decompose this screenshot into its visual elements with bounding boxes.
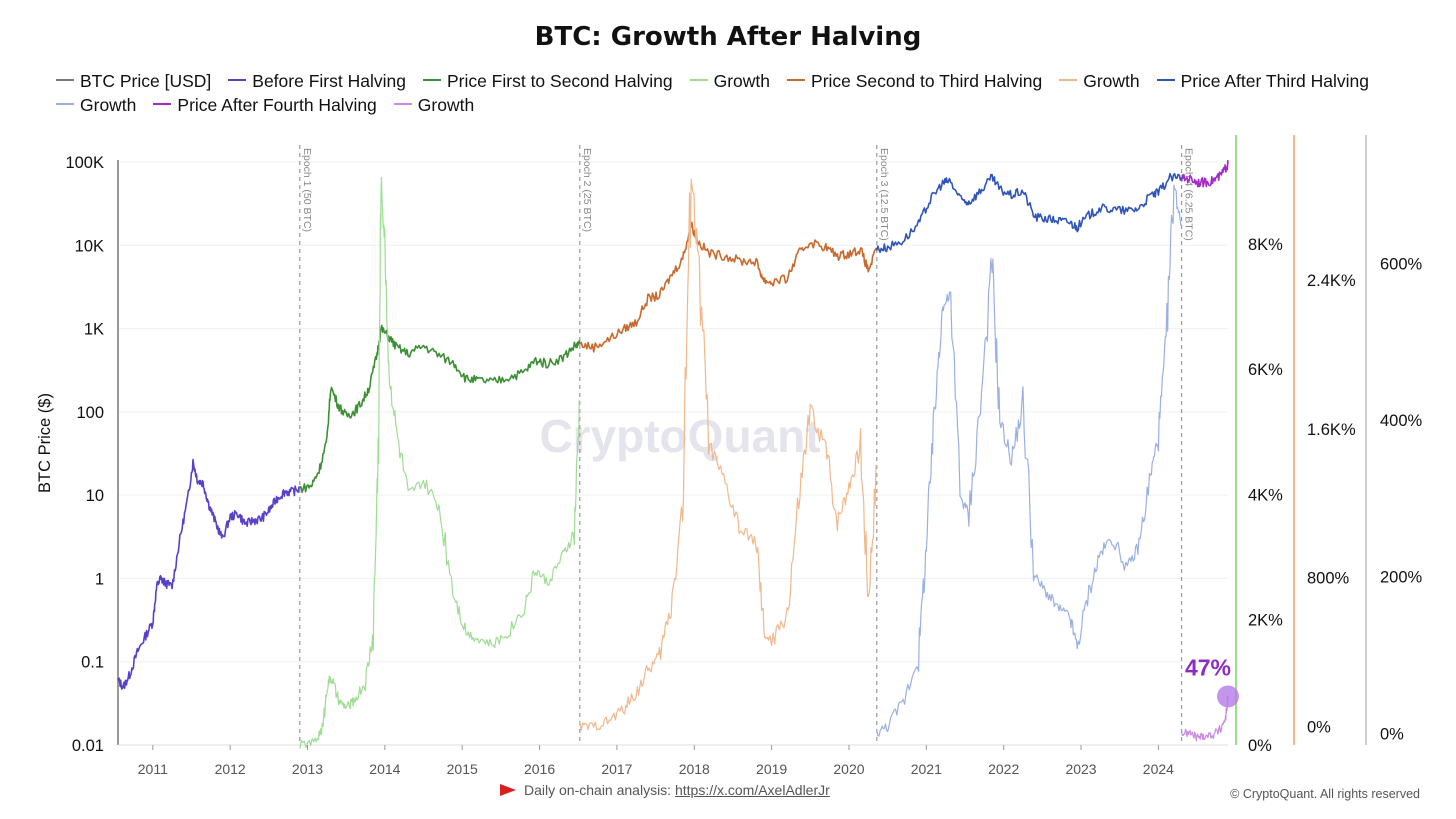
- x-tick-label: 2016: [524, 761, 555, 777]
- x-tick-label: 2024: [1143, 761, 1174, 777]
- series-line: [579, 221, 878, 353]
- y-tick-label: 1K: [84, 321, 104, 339]
- legend-swatch: [56, 102, 74, 105]
- legend-item[interactable]: Growth: [1059, 70, 1140, 94]
- legend-label: Price After Third Halving: [1180, 71, 1369, 91]
- y-tick-label: 10K: [75, 237, 104, 255]
- legend-label: Price First to Second Halving: [446, 71, 673, 91]
- growth-axis-tick-label: 4K%: [1248, 486, 1283, 504]
- growth-axis-tick-label: 0%: [1380, 725, 1404, 743]
- halving-label: Epoch 2 (25 BTC): [581, 148, 593, 232]
- copyright: © CryptoQuant. All rights reserved: [1230, 787, 1420, 801]
- growth-axis-tick-label: 0%: [1248, 737, 1272, 755]
- legend-item[interactable]: Growth: [393, 94, 475, 118]
- legend-item[interactable]: Before First Halving: [228, 70, 406, 94]
- footer: Daily on-chain analysis: https://x.com/A…: [500, 782, 830, 798]
- legend-swatch: [1156, 79, 1175, 82]
- legend-label: Growth: [1083, 71, 1140, 91]
- legend-swatch: [1059, 79, 1078, 82]
- legend-swatch: [689, 79, 708, 82]
- growth-axis-tick-label: 2K%: [1248, 612, 1283, 630]
- legend-item[interactable]: Price After Third Halving: [1156, 70, 1369, 94]
- watermark: CryptoQuant: [539, 410, 820, 462]
- y-tick-label: 0.01: [72, 737, 104, 755]
- series-line: [1181, 695, 1229, 742]
- legend-label: Growth: [417, 94, 475, 115]
- growth-axis-tick-label: 0%: [1307, 718, 1331, 736]
- legend-item[interactable]: Growth: [689, 70, 771, 94]
- x-tick-label: 2014: [369, 761, 400, 777]
- growth-axis-tick-label: 600%: [1380, 256, 1423, 274]
- legend-label: Price Second to Third Halving: [811, 71, 1043, 91]
- y-tick-label: 100: [76, 404, 104, 422]
- legend-swatch: [787, 79, 806, 82]
- y-tick-label: 1: [95, 570, 104, 588]
- x-tick-label: 2011: [138, 761, 168, 777]
- series-line: [117, 458, 301, 690]
- legend-swatch: [228, 79, 247, 82]
- x-tick-label: 2019: [756, 761, 787, 777]
- growth-axis-tick-label: 800%: [1307, 570, 1350, 588]
- series-line: [579, 178, 878, 732]
- callout-marker: [1217, 685, 1239, 708]
- growth-axis-tick-label: 400%: [1380, 412, 1423, 430]
- legend-label: Before First Halving: [252, 71, 406, 91]
- growth-axis-tick-label: 6K%: [1248, 361, 1283, 379]
- legend-item[interactable]: BTC Price [USD]: [56, 70, 211, 94]
- chart-title: BTC: Growth After Halving: [534, 22, 922, 52]
- footer-text: Daily on-chain analysis:: [524, 782, 672, 798]
- flag-icon: [500, 784, 516, 797]
- series-line: [299, 176, 581, 749]
- growth-axis-tick-label: 2.4K%: [1307, 272, 1356, 290]
- legend-item[interactable]: Growth: [56, 94, 136, 118]
- legend-label: Growth: [80, 94, 137, 115]
- growth-axis-tick-label: 1.6K%: [1307, 421, 1356, 439]
- series-line: [1180, 159, 1229, 188]
- legend-label: Growth: [713, 71, 771, 91]
- legend-swatch: [393, 102, 412, 105]
- legend-item[interactable]: Price First to Second Halving: [422, 70, 673, 94]
- y-tick-label: 10: [86, 487, 104, 505]
- y-tick-label: 100K: [65, 154, 104, 172]
- legend-swatch: [56, 79, 74, 82]
- x-tick-label: 2013: [292, 761, 323, 777]
- callout-label: 47%: [1185, 654, 1231, 680]
- x-tick-label: 2023: [1065, 761, 1096, 777]
- halving-label: Epoch 1 (50 BTC): [301, 148, 313, 232]
- y-tick-label: 0.1: [81, 654, 104, 672]
- legend: BTC Price [USD] Before First Halving Price…: [56, 70, 1436, 117]
- x-tick-label: 2015: [447, 761, 478, 777]
- x-tick-label: 2018: [679, 761, 710, 777]
- legend-item[interactable]: Price Second to Third Halving: [787, 70, 1042, 94]
- x-tick-label: 2017: [601, 761, 632, 777]
- x-tick-label: 2012: [215, 761, 246, 777]
- x-tick-label: 2021: [911, 761, 942, 777]
- legend-item[interactable]: Price After Fourth Halving: [153, 94, 377, 118]
- x-tick-label: 2022: [988, 761, 1019, 777]
- series-line: [876, 172, 1183, 254]
- y-axis-label: BTC Price ($): [36, 393, 54, 493]
- legend-swatch: [422, 79, 441, 82]
- halving-label: Epoch 3 (12.5 BTC): [878, 148, 890, 241]
- legend-label: Price After Fourth Halving: [177, 94, 377, 115]
- legend-label: BTC Price [USD]: [80, 71, 212, 91]
- growth-axis-tick-label: 8K%: [1248, 236, 1283, 254]
- halving-label: Epoch 4 (6.25 BTC): [1183, 148, 1195, 241]
- series-line: [299, 324, 581, 494]
- growth-axis-tick-label: 200%: [1380, 569, 1423, 587]
- legend-swatch: [153, 102, 172, 105]
- series-line: [876, 184, 1182, 737]
- footer-link[interactable]: https://x.com/AxelAdlerJr: [674, 782, 830, 798]
- x-tick-label: 2020: [833, 761, 864, 777]
